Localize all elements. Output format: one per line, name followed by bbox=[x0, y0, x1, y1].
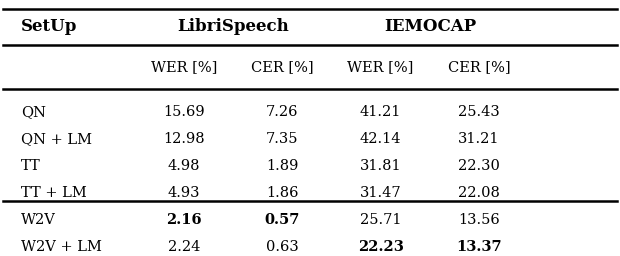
Text: 7.26: 7.26 bbox=[266, 105, 299, 119]
Text: 42.14: 42.14 bbox=[360, 132, 401, 146]
Text: 25.71: 25.71 bbox=[360, 213, 401, 227]
Text: SetUp: SetUp bbox=[21, 18, 78, 35]
Text: 22.23: 22.23 bbox=[358, 240, 404, 254]
Text: 12.98: 12.98 bbox=[163, 132, 205, 146]
Text: 1.86: 1.86 bbox=[266, 186, 299, 200]
Text: 7.35: 7.35 bbox=[266, 132, 299, 146]
Text: 0.63: 0.63 bbox=[266, 240, 299, 254]
Text: 31.81: 31.81 bbox=[360, 159, 402, 173]
Text: 13.37: 13.37 bbox=[456, 240, 502, 254]
Text: QN: QN bbox=[21, 105, 46, 119]
Text: 15.69: 15.69 bbox=[163, 105, 205, 119]
Text: 13.56: 13.56 bbox=[458, 213, 500, 227]
Text: WER [%]: WER [%] bbox=[347, 60, 414, 74]
Text: 0.57: 0.57 bbox=[265, 213, 300, 227]
Text: 2.24: 2.24 bbox=[168, 240, 200, 254]
Text: 22.30: 22.30 bbox=[458, 159, 500, 173]
Text: LibriSpeech: LibriSpeech bbox=[177, 18, 289, 35]
Text: TT + LM: TT + LM bbox=[21, 186, 87, 200]
Text: 2.16: 2.16 bbox=[166, 213, 202, 227]
Text: 22.08: 22.08 bbox=[458, 186, 500, 200]
Text: WER [%]: WER [%] bbox=[151, 60, 217, 74]
Text: 41.21: 41.21 bbox=[360, 105, 401, 119]
Text: CER [%]: CER [%] bbox=[251, 60, 314, 74]
Text: 1.89: 1.89 bbox=[266, 159, 299, 173]
Text: IEMOCAP: IEMOCAP bbox=[384, 18, 476, 35]
Text: 4.93: 4.93 bbox=[168, 186, 200, 200]
Text: 31.47: 31.47 bbox=[360, 186, 402, 200]
Text: 25.43: 25.43 bbox=[458, 105, 500, 119]
Text: CER [%]: CER [%] bbox=[448, 60, 510, 74]
Text: TT: TT bbox=[21, 159, 41, 173]
Text: QN + LM: QN + LM bbox=[21, 132, 92, 146]
Text: W2V: W2V bbox=[21, 213, 56, 227]
Text: W2V + LM: W2V + LM bbox=[21, 240, 102, 254]
Text: 31.21: 31.21 bbox=[458, 132, 500, 146]
Text: 4.98: 4.98 bbox=[168, 159, 200, 173]
